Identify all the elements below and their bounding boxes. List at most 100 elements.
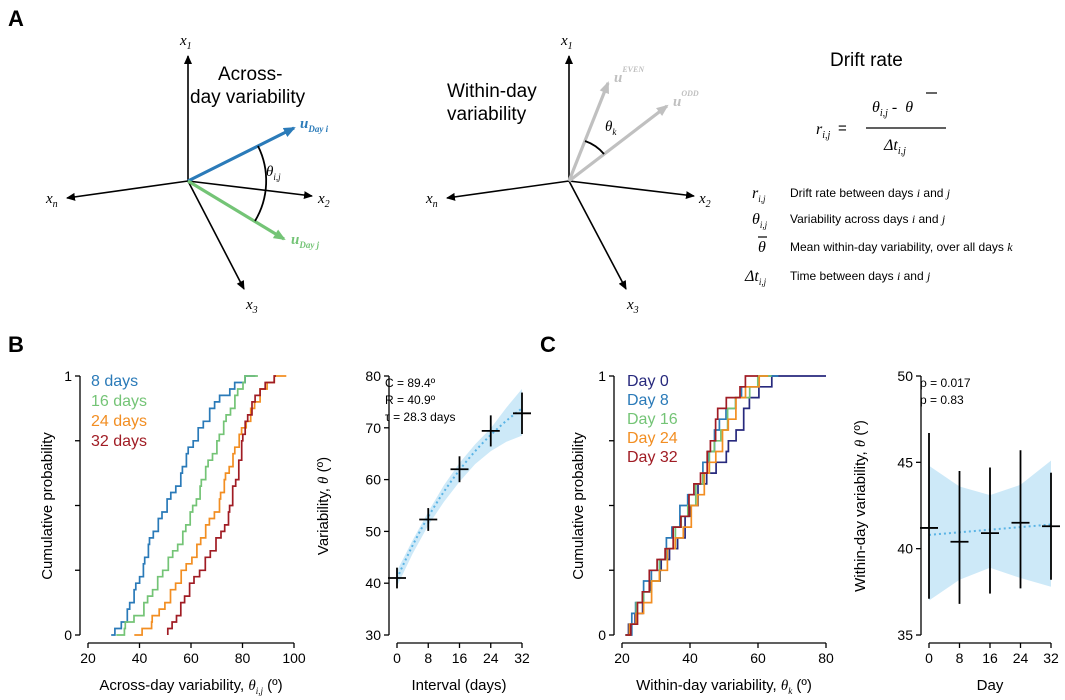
vector-odd [568, 104, 669, 183]
drift-denominator: Δti,j [883, 137, 906, 157]
axis-x1-label: x1 [560, 33, 573, 52]
chart-c-right: 0 8 16 24 32 35 40 45 50 ρ = 0.017 p = 0.83 Day With… [852, 368, 1060, 694]
x-tick-label: 24 [1013, 650, 1029, 666]
x-tick-label: 80 [235, 650, 251, 666]
x-tick-label: 16 [452, 650, 468, 666]
legend-entry: Day 24 [627, 430, 678, 447]
x-tick-label: 60 [750, 650, 766, 666]
ecdf-line-16-days [116, 375, 258, 636]
x-tick-label: 16 [982, 650, 998, 666]
drift-legend: ri,j Drift rate between days i and j θi,… [744, 185, 1013, 287]
x-axis-label: Interval (days) [411, 677, 506, 694]
y-tick-label: 0 [64, 627, 72, 643]
axis-xn-label: xn [425, 191, 438, 210]
axis-x2 [187, 180, 313, 200]
y-tick-label: 45 [897, 454, 913, 470]
legend-entry: 24 days [91, 413, 147, 430]
vector-day-i-label: uDay i [300, 116, 329, 134]
legend-entry: Day 0 [627, 373, 669, 390]
legend-entry: 32 days [91, 433, 147, 450]
y-tick-label: 1 [598, 368, 606, 384]
x-tick-label: 8 [956, 650, 964, 666]
legend-text-r: Drift rate between days i and j [790, 186, 951, 200]
legend-symbol-theta: θi,j [752, 211, 768, 230]
vector-day-i [187, 126, 296, 183]
x-tick-label: 8 [424, 650, 432, 666]
x-tick-label: 80 [818, 650, 834, 666]
axis-x2-label: x2 [698, 191, 711, 210]
vector-even [567, 81, 610, 182]
drift-eq: = [838, 120, 847, 137]
legend-symbol-theta-bar: θ [758, 239, 766, 256]
x-tick-label: 32 [1043, 650, 1059, 666]
axis-xn [66, 180, 189, 201]
angle-theta-k-label: θk [605, 119, 617, 137]
legend-entry: Day 16 [627, 411, 678, 428]
angle-arc [584, 140, 605, 155]
annotation-rho: ρ = 0.017 [920, 376, 971, 390]
y-tick-label: 70 [365, 420, 381, 436]
y-tick-label: 50 [365, 523, 381, 539]
legend-text-theta: Variability across days i and j [790, 212, 946, 226]
y-tick-label: 40 [365, 575, 381, 591]
legend-symbol-delta-t: Δti,j [744, 268, 767, 287]
x-axis-label: Day [977, 677, 1004, 694]
legend-entry: Day 8 [627, 392, 669, 409]
vector-even-label: uEVEN [614, 65, 645, 86]
annotation-tau: τ = 28.3 days [385, 410, 455, 424]
within-day-diagram: Within-day variability x1 x2 x3 xn uEVEN… [425, 33, 711, 316]
x-tick-label: 40 [682, 650, 698, 666]
legend-text-delta-t: Time between days i and j [790, 269, 931, 283]
annotation-p: p = 0.83 [920, 393, 964, 407]
y-tick-label: 0 [598, 627, 606, 643]
drift-lhs: ri,j [816, 121, 831, 141]
within-day-title-2: variability [447, 104, 527, 125]
y-axis-label: Variability, θ (º) [315, 457, 332, 555]
x-tick-label: 0 [393, 650, 401, 666]
axis-x3 [187, 180, 245, 290]
axis-xn-label: xn [45, 191, 58, 210]
chart-b-right: 0 8 16 24 32 30 40 50 60 70 80 C = 89.4º R = 40.9º τ … [315, 368, 531, 694]
y-tick-label: 80 [365, 368, 381, 384]
x-axis-label: Across-day variability, θi,j (º) [99, 677, 282, 696]
ecdf-line-day-24 [628, 375, 769, 636]
y-tick-label: 1 [64, 368, 72, 384]
annotation-c: C = 89.4º [385, 376, 436, 390]
angle-arc [254, 145, 268, 222]
legend-entry: Day 32 [627, 449, 678, 466]
drift-rate-formula: Drift rate ri,j = θi,j - θ Δti,j ri,j Drif… [744, 50, 1013, 287]
vector-day-j-label: uDay j [291, 232, 320, 250]
legend-entry: 8 days [91, 373, 138, 390]
vector-odd-label: uODD [673, 89, 699, 110]
x-axis-label: Within-day variability, θk (º) [636, 677, 812, 696]
x-tick-label: 40 [132, 650, 148, 666]
axis-x3-label: x3 [245, 297, 258, 316]
axis-x1-label: x1 [179, 33, 192, 52]
panel-label-b: B [8, 332, 24, 357]
axis-x2-label: x2 [317, 191, 330, 210]
across-day-title-2: day variability [190, 87, 306, 108]
panel-label-a: A [8, 6, 24, 31]
drift-numerator: θi,j - θ [872, 99, 913, 119]
chart-b-left: 20 40 60 80 100 0 1 8 days 16 days 24 days 32 days… [39, 368, 306, 696]
ecdf-line-32-days [166, 375, 276, 635]
y-axis-label: Cumulative probability [39, 432, 56, 580]
y-tick-label: 40 [897, 541, 913, 557]
legend-entry: 16 days [91, 393, 147, 410]
ecdf-line-24-days [134, 375, 287, 636]
y-axis-label: Within-day variability, θ (º) [852, 420, 869, 592]
chart-c-left: 20 40 60 80 0 1 Day 0 Day 8 Day 16 Day 24 Day 32 Wi… [570, 368, 834, 696]
axis-x3-label: x3 [626, 297, 639, 316]
annotation-r: R = 40.9º [385, 393, 436, 407]
vector-day-j [187, 179, 286, 241]
across-day-title-1: Across- [218, 64, 282, 85]
panel-label-c: C [540, 332, 556, 357]
legend-text-theta-bar: Mean within-day variability, over all da… [790, 240, 1013, 254]
x-tick-label: 32 [514, 650, 530, 666]
y-tick-label: 60 [365, 472, 381, 488]
axis-x3 [568, 180, 627, 290]
y-tick-label: 30 [365, 627, 381, 643]
ecdf-line-day-8 [625, 375, 779, 636]
across-day-diagram: Across- day variability x1 x2 x3 xn uDay… [45, 33, 330, 316]
